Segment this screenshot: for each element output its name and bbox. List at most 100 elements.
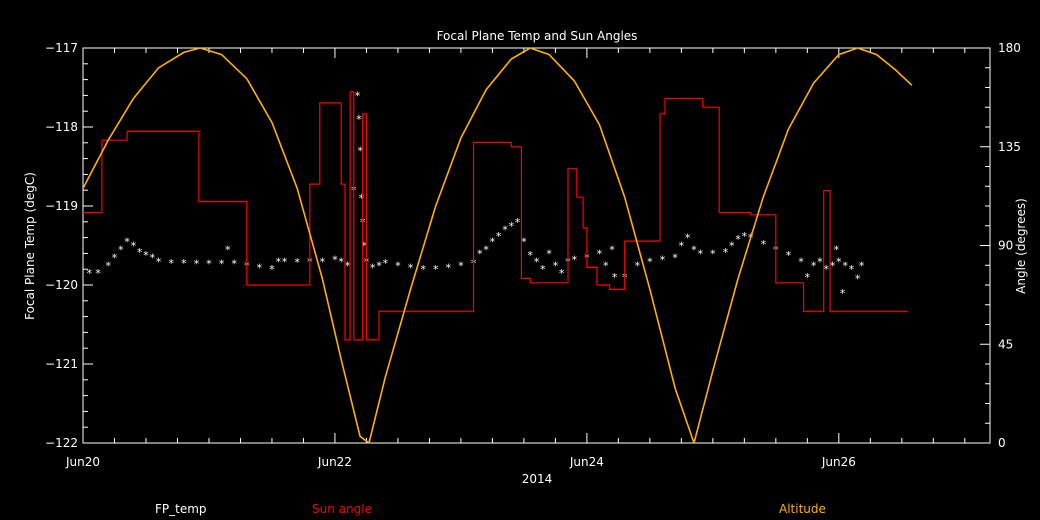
fp-temp-point: * bbox=[218, 258, 225, 271]
fp-temp-point: * bbox=[508, 220, 515, 233]
fp-temp-point: * bbox=[382, 257, 389, 270]
fp-temp-point: * bbox=[839, 287, 846, 300]
fp-temp-point: * bbox=[539, 263, 546, 276]
y-tick-label: −121 bbox=[45, 357, 78, 371]
fp-temp-point: * bbox=[193, 258, 200, 271]
fp-temp-point: * bbox=[432, 263, 439, 276]
fp-temp-point: * bbox=[710, 247, 717, 260]
y-axis-label: Focal Plane Temp (degC) bbox=[23, 172, 37, 320]
fp-temp-point: * bbox=[684, 232, 691, 245]
fp-temp-point: * bbox=[697, 247, 704, 260]
fp-temp-point: * bbox=[728, 240, 735, 253]
fp-temp-point: * bbox=[256, 262, 263, 275]
fp-temp-point: * bbox=[829, 259, 836, 272]
fp-temp-point: * bbox=[458, 259, 465, 272]
fp-temp-point: * bbox=[817, 255, 824, 268]
fp-temp-point: * bbox=[420, 263, 427, 276]
fp-temp-point: * bbox=[546, 247, 553, 260]
fp-temp-point: * bbox=[495, 230, 502, 243]
fp-temp-point: * bbox=[332, 254, 339, 267]
fp-temp-point: * bbox=[206, 258, 213, 271]
fp-temp-point: * bbox=[527, 249, 534, 262]
fp-temp-point: * bbox=[357, 145, 364, 158]
plot-axes: Jun20 Jun22 Jun24 Jun26 −117 −118 −119 −120 −121… bbox=[45, 41, 1021, 469]
fp-temp-point: * bbox=[130, 240, 137, 253]
fp-temp-point: * bbox=[344, 259, 351, 272]
fp-temp-point: * bbox=[155, 255, 162, 268]
y2-axis-label: Angle (degrees) bbox=[1014, 198, 1028, 294]
fp-temp-point: * bbox=[180, 257, 187, 270]
fp-temp-point: * bbox=[804, 271, 811, 284]
y-tick-label: −118 bbox=[45, 120, 78, 134]
fp-temp-point: * bbox=[356, 113, 363, 126]
fp-temp-point: * bbox=[659, 254, 666, 267]
fp-temp-point: * bbox=[225, 243, 232, 256]
y-tick-label: −117 bbox=[45, 41, 78, 55]
fp-temp-point: * bbox=[691, 243, 698, 256]
fp-temp-point: * bbox=[842, 259, 849, 272]
fp-temp-point: * bbox=[361, 240, 368, 253]
fp-temp-point: * bbox=[810, 259, 817, 272]
fp-temp-point: * bbox=[354, 89, 361, 102]
fp-temp-point: * bbox=[672, 251, 679, 264]
fp-temp-point: * bbox=[722, 246, 729, 259]
fp-temp-point: * bbox=[854, 273, 861, 286]
fp-temp-point: * bbox=[149, 251, 156, 264]
fp-temp-point: * bbox=[735, 233, 742, 246]
legend-fp-temp: FP_temp bbox=[155, 502, 207, 516]
fp-temp-point: * bbox=[533, 255, 540, 268]
fp-temp-point: * bbox=[611, 271, 618, 284]
fp-temp-point: * bbox=[294, 256, 301, 269]
fp-temp-point: * bbox=[514, 216, 521, 229]
fp-temp-point: * bbox=[269, 263, 276, 276]
y2-tick-label: 90 bbox=[998, 239, 1013, 253]
series-altitude-line bbox=[83, 48, 913, 443]
fp-temp-point: * bbox=[477, 247, 484, 260]
fp-temp-point: * bbox=[105, 259, 112, 272]
fp-temp-point: * bbox=[785, 249, 792, 262]
fp-temp-point: * bbox=[407, 262, 414, 275]
fp-temp-point: * bbox=[502, 224, 509, 237]
fp-temp-point: * bbox=[136, 246, 143, 259]
legend-sun-angle: Sun angle bbox=[312, 502, 372, 516]
fp-temp-point: * bbox=[86, 267, 93, 280]
y2-tick-label: 135 bbox=[998, 140, 1021, 154]
fp-temp-point: * bbox=[275, 255, 282, 268]
x-tick-label: Jun26 bbox=[821, 455, 856, 469]
fp-temp-point: * bbox=[111, 251, 118, 264]
y2-tick-label: 0 bbox=[998, 436, 1006, 450]
y-tick-label: −122 bbox=[45, 436, 78, 450]
fp-temp-point: * bbox=[376, 259, 383, 272]
fp-temp-point: * bbox=[798, 255, 805, 268]
fp-temp-point: * bbox=[552, 259, 559, 272]
fp-temp-point: * bbox=[848, 263, 855, 276]
fp-temp-point: * bbox=[858, 259, 865, 272]
fp-temp-point: * bbox=[602, 259, 609, 272]
fp-temp-point: * bbox=[445, 262, 452, 275]
fp-temp-point: * bbox=[281, 255, 288, 268]
fp-temp-point: * bbox=[760, 238, 767, 251]
fp-temp-point: * bbox=[833, 243, 840, 256]
plot-marks: * ***** * * * * * * * * * *** * * ** * * * * * * ********* * * *… bbox=[83, 48, 913, 443]
fp-temp-point: * bbox=[369, 262, 376, 275]
fp-temp-point: * bbox=[168, 257, 175, 270]
fp-temp-point: * bbox=[489, 236, 496, 249]
x-tick-label: Jun20 bbox=[65, 455, 100, 469]
legend-altitude: Altitude bbox=[779, 502, 826, 516]
fp-temp-point: * bbox=[823, 263, 830, 276]
fp-temp-point: * bbox=[124, 236, 131, 249]
fp-temp-point: * bbox=[596, 247, 603, 260]
x-tick-label: Jun22 bbox=[317, 455, 352, 469]
fp-temp-point: * bbox=[609, 243, 616, 256]
plot-frame bbox=[82, 47, 991, 444]
fp-temp-point: * bbox=[95, 267, 102, 280]
fp-temp-point: * bbox=[741, 230, 748, 243]
fp-temp-point: * bbox=[358, 192, 365, 205]
series-sun-angle-line bbox=[83, 91, 909, 341]
y2-tick-label: 180 bbox=[998, 41, 1021, 55]
fp-temp-point: * bbox=[647, 255, 654, 268]
y-tick-label: −120 bbox=[45, 278, 78, 292]
fp-temp-point: * bbox=[483, 243, 490, 256]
fp-temp-point: * bbox=[678, 240, 685, 253]
